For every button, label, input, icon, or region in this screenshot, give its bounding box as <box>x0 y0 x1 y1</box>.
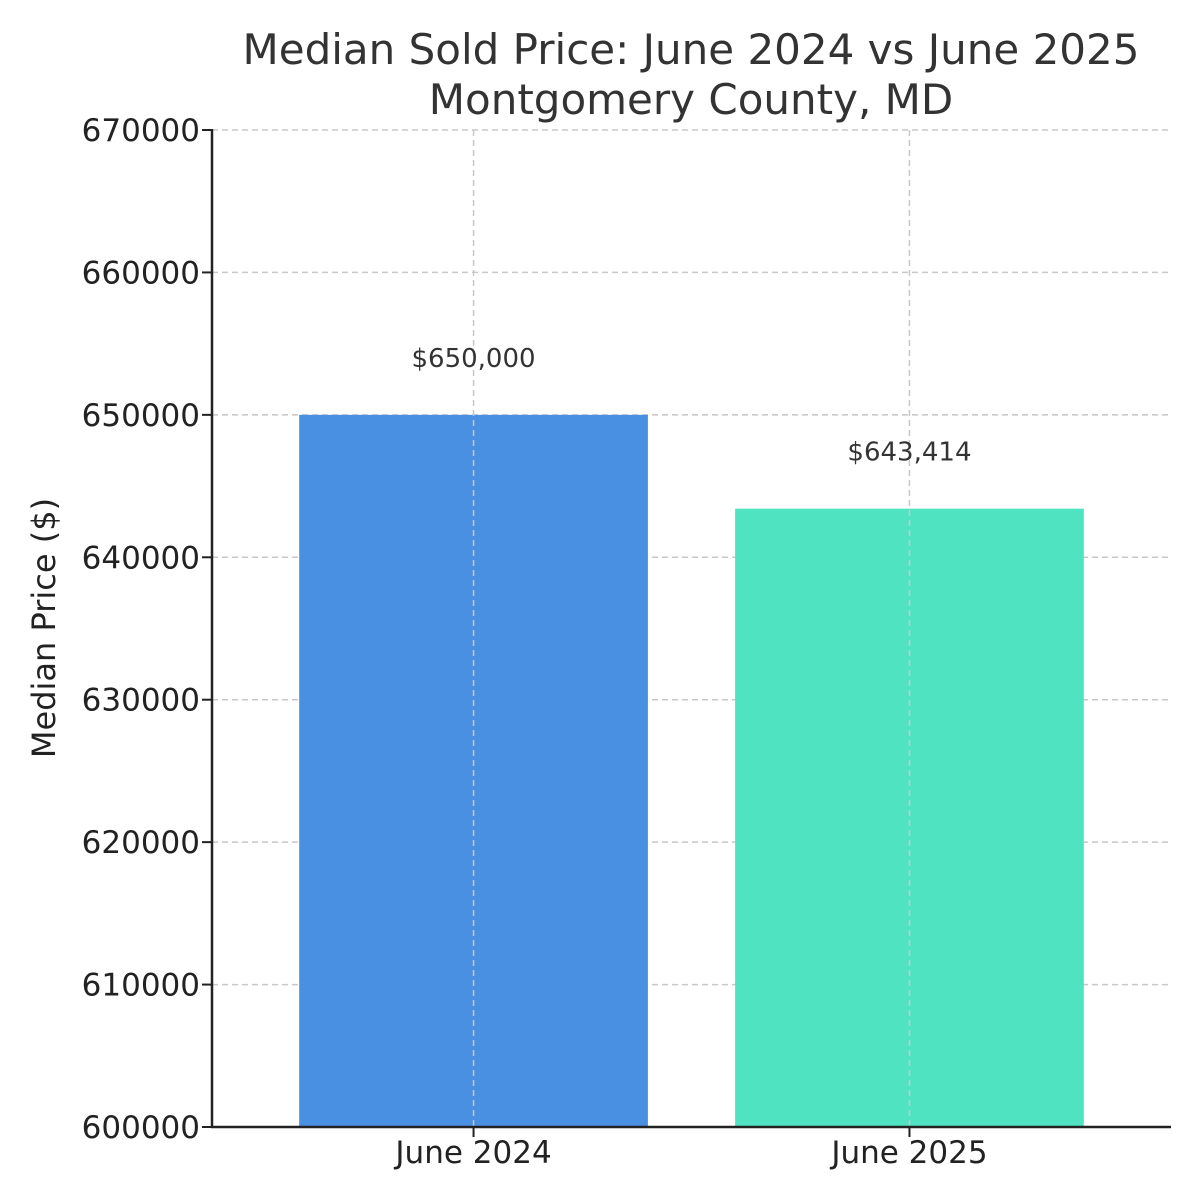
y-tick-label: 600000 <box>82 1110 200 1146</box>
y-axis-label: Median Price ($) <box>25 498 63 758</box>
y-tick-label: 610000 <box>82 968 200 1004</box>
y-ticks: 600000 610000 620000 630000 640000 650000 6600… <box>82 113 212 1146</box>
y-tick-label: 650000 <box>82 398 200 434</box>
x-tick-label: June 2024 <box>393 1135 551 1171</box>
bar-data-label: $650,000 <box>412 344 536 374</box>
vertical-grid-lines <box>472 130 911 1127</box>
data-labels: $650,000 $643,414 <box>412 344 972 468</box>
y-tick-label: 670000 <box>82 113 200 149</box>
y-tick-label: 640000 <box>82 540 200 576</box>
chart-title: Median Sold Price: June 2024 vs June 202… <box>243 25 1140 74</box>
chart-subtitle: Montgomery County, MD <box>429 75 953 124</box>
y-tick-label: 620000 <box>82 825 200 861</box>
y-tick-label: 660000 <box>82 255 200 291</box>
x-ticks: June 2024 June 2025 <box>393 1127 988 1171</box>
y-tick-label: 630000 <box>82 683 200 719</box>
x-tick-label: June 2025 <box>829 1135 987 1171</box>
bar-data-label: $643,414 <box>847 438 971 468</box>
